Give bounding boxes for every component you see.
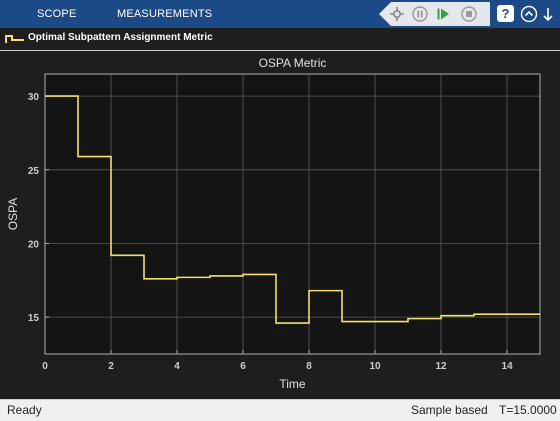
step-forward-icon[interactable] bbox=[435, 6, 451, 22]
x-tick-label: 2 bbox=[108, 361, 114, 372]
x-tick-label: 0 bbox=[42, 361, 48, 372]
pause-icon[interactable] bbox=[412, 6, 428, 22]
y-tick-label: 30 bbox=[28, 92, 40, 103]
x-tick-label: 10 bbox=[369, 361, 381, 372]
x-tick-label: 8 bbox=[306, 361, 312, 372]
legend-swatch bbox=[4, 32, 26, 44]
legend-label[interactable]: Optimal Subpattern Assignment Metric bbox=[28, 32, 213, 43]
y-tick-label: 20 bbox=[28, 239, 40, 250]
y-axis-label: OSPA bbox=[6, 198, 20, 230]
help-label: ? bbox=[497, 5, 514, 22]
y-tick-label: 25 bbox=[28, 166, 40, 177]
legend: Optimal Subpattern Assignment Metric bbox=[0, 28, 560, 51]
x-tick-label: 12 bbox=[435, 361, 447, 372]
collapse-toolstrip-icon[interactable] bbox=[520, 5, 538, 23]
highlight-signal-icon[interactable] bbox=[389, 6, 405, 22]
status-mode: Sample based bbox=[411, 403, 488, 417]
status-bar: Ready Sample based T=15.0000 bbox=[0, 399, 560, 421]
x-tick-label: 6 bbox=[240, 361, 246, 372]
status-time: T=15.0000 bbox=[499, 403, 557, 417]
plot-area: 0 2 4 6 8 10 12 14 15 20 25 30 OSPA Metric Time OSPA bbox=[0, 51, 560, 399]
axes-background bbox=[45, 74, 540, 354]
toolstrip: SCOPE MEASUREMENTS ? bbox=[0, 0, 560, 28]
y-tick-label: 15 bbox=[28, 313, 40, 324]
stop-icon[interactable] bbox=[461, 6, 477, 22]
chart-title: OSPA Metric bbox=[259, 56, 327, 70]
x-axis-label: Time bbox=[279, 377, 306, 391]
x-tick-label: 14 bbox=[501, 361, 513, 372]
ospa-chart[interactable]: 0 2 4 6 8 10 12 14 15 20 25 30 OSPA Metric Time OSPA bbox=[0, 51, 560, 399]
expand-icon[interactable] bbox=[541, 5, 555, 23]
help-button[interactable]: ? bbox=[497, 5, 514, 22]
quick-access-toolbar bbox=[379, 2, 490, 26]
status-state: Ready bbox=[7, 403, 42, 417]
tab-scope[interactable]: SCOPE bbox=[37, 0, 77, 28]
x-tick-label: 4 bbox=[174, 361, 180, 372]
tab-measurements[interactable]: MEASUREMENTS bbox=[117, 0, 212, 28]
